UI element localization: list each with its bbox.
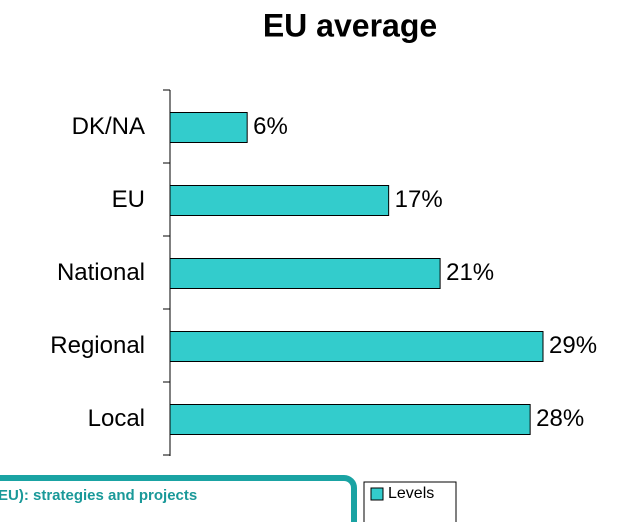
bar xyxy=(169,331,544,362)
legend-swatch xyxy=(370,487,384,501)
legend-label: Levels xyxy=(388,485,434,502)
value-label: 17% xyxy=(395,186,443,213)
bar xyxy=(169,404,531,435)
category-label: Regional xyxy=(50,332,145,359)
bar xyxy=(169,185,390,216)
value-label: 29% xyxy=(549,332,597,359)
category-label: DK/NA xyxy=(72,113,145,140)
chart-title: EU average xyxy=(263,7,437,43)
bar xyxy=(169,112,248,143)
bar xyxy=(169,258,441,289)
value-label: 21% xyxy=(446,259,494,286)
annotation-box xyxy=(0,475,357,522)
category-label: National xyxy=(57,259,145,286)
category-label: EU xyxy=(112,186,145,213)
value-label: 6% xyxy=(253,113,288,140)
category-label: Local xyxy=(88,405,145,432)
value-label: 28% xyxy=(536,405,584,432)
annotation: EU): strategies and projects xyxy=(0,487,197,504)
